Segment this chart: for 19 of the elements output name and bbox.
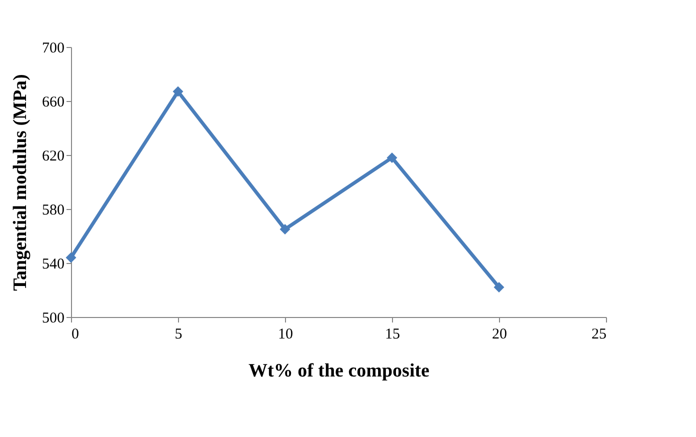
x-tick-label: 10	[278, 326, 293, 342]
y-tick-label: 540	[42, 256, 64, 272]
y-tick-label: 700	[42, 40, 64, 56]
point	[494, 282, 504, 293]
point	[172, 86, 184, 97]
point	[280, 224, 290, 234]
x-tick-label: 20	[492, 326, 507, 342]
x-tick-label: 0	[72, 326, 79, 342]
point	[66, 252, 76, 263]
y-axis-title: Tangential modulus (MPa)	[10, 74, 31, 291]
x-tick-label: 5	[174, 326, 182, 342]
x-axis-title: Wt% of the composite	[248, 360, 430, 382]
x-tick-label: 25	[592, 326, 606, 342]
x-tick-label: 15	[385, 326, 400, 342]
y-tick-label: 580	[42, 202, 64, 218]
y-tick-label: 620	[42, 148, 64, 164]
y-tick-label: 500	[42, 310, 64, 326]
point	[386, 152, 398, 163]
y-tick-label: 660	[42, 94, 64, 110]
